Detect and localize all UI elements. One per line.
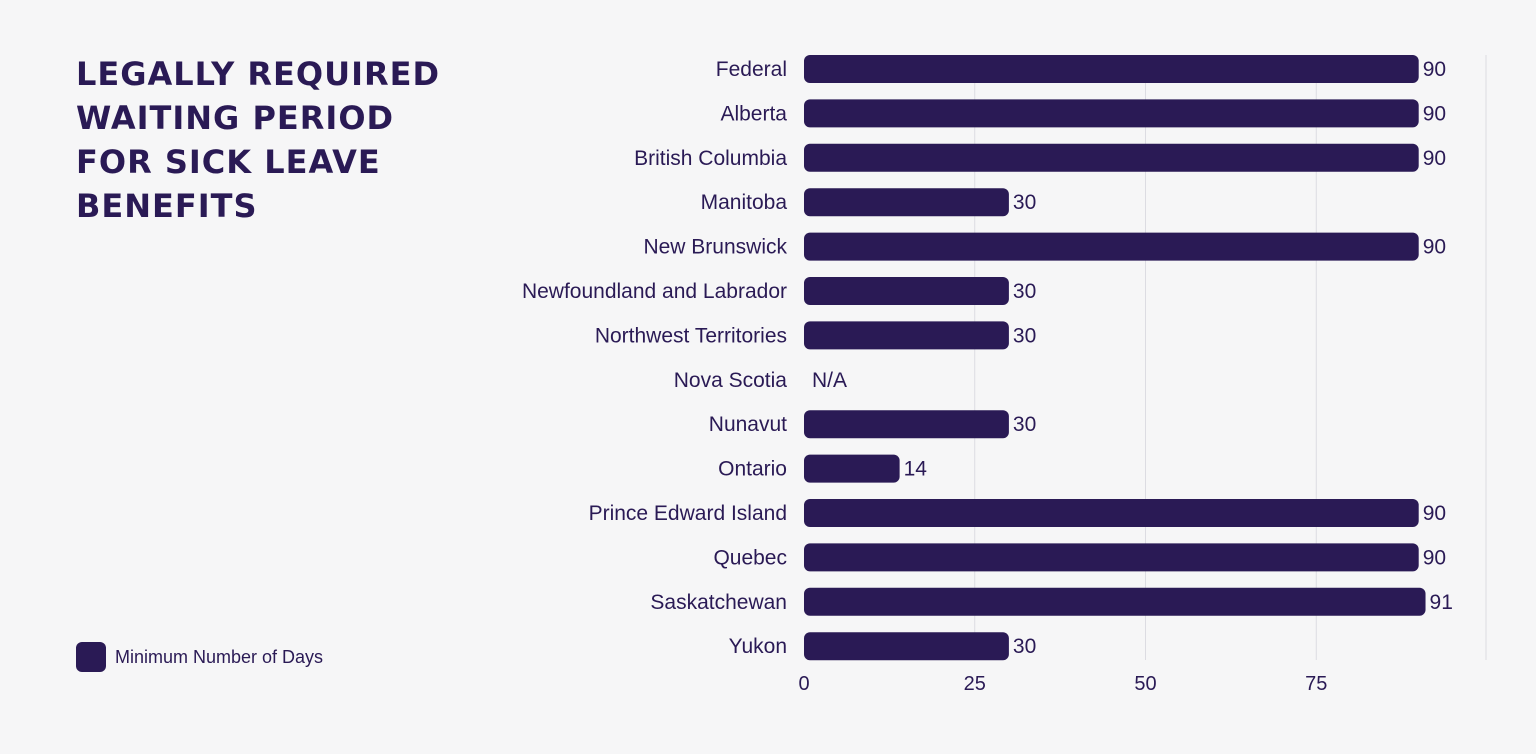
value-label: 91 — [1430, 591, 1453, 614]
category-label: Nova Scotia — [674, 369, 788, 392]
x-tick-label: 50 — [1134, 673, 1156, 695]
category-label: New Brunswick — [643, 236, 787, 259]
value-label: 90 — [1423, 502, 1446, 525]
value-label: 30 — [1013, 635, 1036, 658]
category-label: British Columbia — [634, 147, 787, 170]
value-label: 90 — [1423, 102, 1446, 125]
x-tick-label: 75 — [1305, 673, 1327, 695]
bar — [804, 632, 1009, 661]
category-label: Newfoundland and Labrador — [522, 280, 787, 303]
category-label: Quebec — [713, 546, 787, 569]
bar — [804, 321, 1009, 350]
category-label: Nunavut — [709, 413, 787, 436]
category-label: Prince Edward Island — [589, 502, 787, 525]
chart-legend: Minimum Number of Days — [76, 642, 323, 672]
bar — [804, 277, 1009, 305]
chart-title: LEGALLY REQUIRED WAITING PERIOD FOR SICK… — [76, 55, 441, 225]
bar — [804, 55, 1419, 83]
bar — [804, 410, 1009, 439]
x-tick-label: 0 — [798, 673, 809, 695]
category-label: Manitoba — [701, 191, 788, 214]
category-label: Saskatchewan — [650, 591, 787, 614]
x-tick-label: 25 — [964, 673, 986, 695]
value-label: 30 — [1013, 280, 1036, 303]
bar — [804, 232, 1419, 261]
bar — [804, 499, 1419, 527]
category-label: Federal — [716, 58, 787, 81]
value-label: 90 — [1423, 58, 1446, 81]
bar — [804, 587, 1426, 616]
category-label: Northwest Territories — [595, 324, 787, 347]
value-label: 90 — [1423, 147, 1446, 170]
category-label: Ontario — [718, 458, 787, 481]
bar — [804, 99, 1419, 128]
value-label: 90 — [1423, 236, 1446, 259]
value-label: 30 — [1013, 413, 1036, 436]
category-label: Alberta — [720, 102, 787, 125]
value-label: 30 — [1013, 324, 1036, 347]
value-label: 90 — [1423, 546, 1446, 569]
bar — [804, 543, 1419, 572]
value-label: 30 — [1013, 191, 1036, 214]
bar — [804, 188, 1009, 217]
bar — [804, 454, 900, 483]
value-label: N/A — [812, 369, 847, 392]
category-label: Yukon — [729, 635, 787, 658]
legend-label: Minimum Number of Days — [115, 646, 324, 667]
legend-swatch — [76, 642, 106, 672]
bar — [804, 143, 1419, 172]
value-label: 14 — [904, 458, 928, 481]
